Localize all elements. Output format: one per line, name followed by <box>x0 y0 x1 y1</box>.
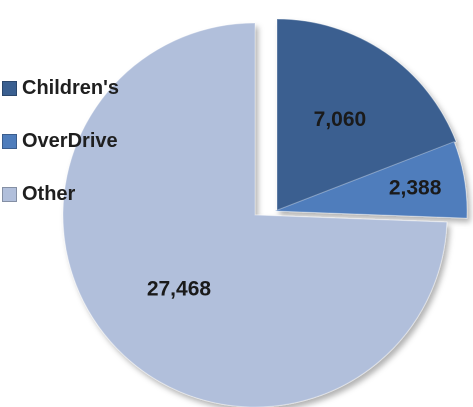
legend-swatch-other <box>2 187 17 202</box>
data-label-overdrive: 2,388 <box>389 177 442 200</box>
pie-data-labels: 7,060 2,388 27,468 <box>147 108 442 300</box>
pie-slice-other <box>62 22 448 407</box>
legend-item-other: Other <box>2 183 119 205</box>
legend-label-overdrive: OverDrive <box>22 130 118 152</box>
data-label-other: 27,468 <box>147 277 212 300</box>
legend-label-childrens: Children's <box>22 77 119 99</box>
pie-slice-overdrive <box>274 141 468 219</box>
legend-swatch-childrens <box>2 81 17 96</box>
legend-swatch-overdrive <box>2 134 17 149</box>
legend-item-childrens: Children's <box>2 77 119 99</box>
data-label-childrens: 7,060 <box>314 108 367 131</box>
pie-slices <box>62 18 468 407</box>
legend: Children's OverDrive Other <box>2 77 119 237</box>
legend-label-other: Other <box>22 183 76 205</box>
pie-slice-childrens <box>276 18 457 212</box>
legend-item-overdrive: OverDrive <box>2 130 119 152</box>
